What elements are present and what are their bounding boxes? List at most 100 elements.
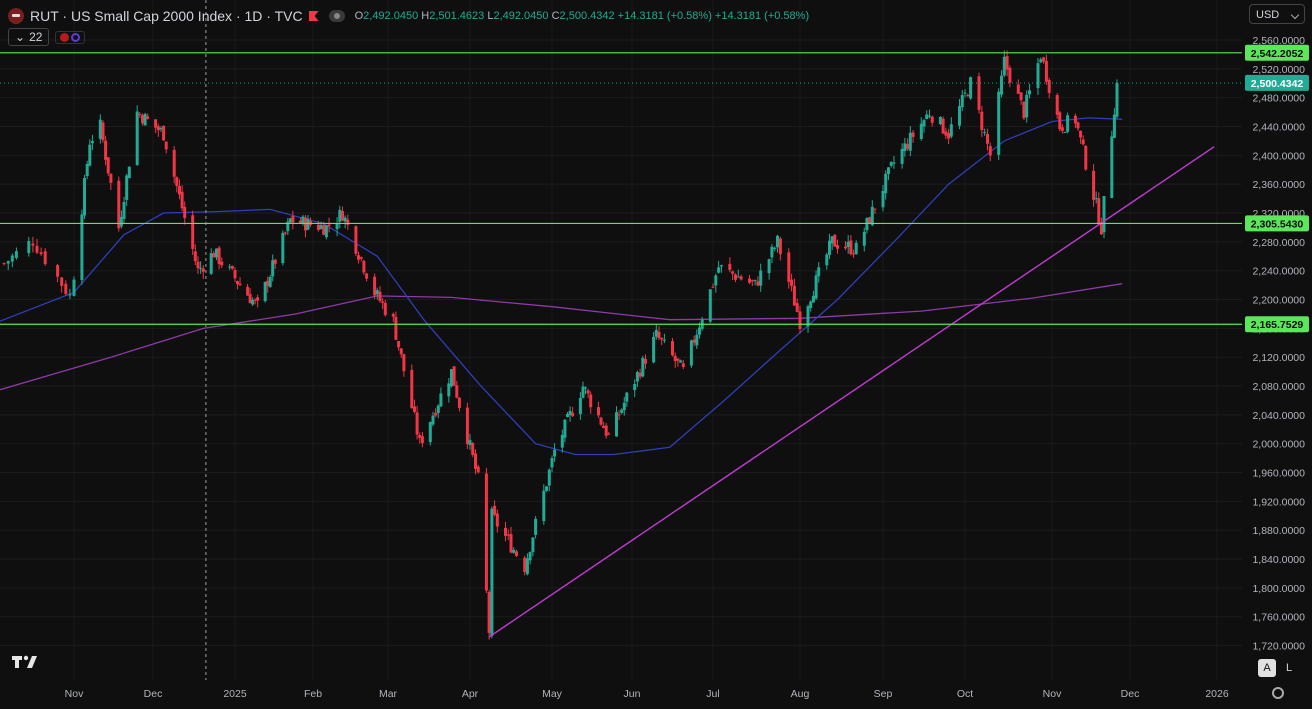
candle-body xyxy=(493,505,497,515)
candle-body xyxy=(719,265,723,267)
candle-body xyxy=(201,268,205,272)
candle-body xyxy=(183,207,187,219)
time-tick-label: 2026 xyxy=(1205,688,1229,700)
candle-body xyxy=(306,218,310,230)
gear-icon[interactable] xyxy=(1272,687,1284,699)
level-price-tag-box[interactable] xyxy=(1245,44,1309,61)
candle-body xyxy=(787,252,791,282)
level-price-tag-box[interactable] xyxy=(1245,316,1309,333)
currency-select[interactable]: USD xyxy=(1249,4,1305,24)
candle-body xyxy=(1042,57,1046,62)
candle-body xyxy=(983,132,987,134)
log-scale-button[interactable]: L xyxy=(1285,662,1293,674)
candle-body xyxy=(652,336,656,363)
candle-body xyxy=(90,141,94,144)
horizontal-levels[interactable] xyxy=(0,52,1242,325)
candle-body xyxy=(271,260,275,277)
candle-body xyxy=(828,240,831,255)
candle-body xyxy=(635,372,639,382)
candle-body xyxy=(654,329,658,337)
candle-body xyxy=(104,140,108,160)
candle-body xyxy=(795,303,799,312)
time-tick-label: Sep xyxy=(874,688,893,700)
candle-body xyxy=(1022,101,1026,119)
candle-body xyxy=(410,369,414,409)
time-tick-label: Oct xyxy=(957,688,973,700)
level-price-tag[interactable]: 2,305.5430 xyxy=(1251,218,1304,230)
symbol-title[interactable]: RUT · US Small Cap 2000 Index · 1D · TVC xyxy=(30,8,303,24)
indicator-circle-icon[interactable] xyxy=(71,32,81,42)
candle-body xyxy=(439,393,443,407)
candle-body xyxy=(903,143,907,152)
candle-body xyxy=(135,111,139,165)
candle-body xyxy=(495,513,499,527)
candle-body xyxy=(1115,82,1119,117)
last-price-tag-box[interactable] xyxy=(1245,74,1309,91)
time-axis[interactable]: Nov Dec 2025 Feb Mar Apr May Jun Jul Aug Sep Oct Nov… xyxy=(0,680,1242,709)
candle-body xyxy=(415,412,419,435)
candle-body xyxy=(849,240,853,254)
candle-body xyxy=(196,261,200,269)
candle-body xyxy=(534,518,538,535)
candle-body xyxy=(1073,115,1077,124)
candle-body xyxy=(1005,56,1009,70)
candle-body xyxy=(452,366,456,386)
candle-body xyxy=(966,95,970,97)
candle-body xyxy=(354,226,358,254)
candle-body xyxy=(958,106,961,126)
time-tick-label: Dec xyxy=(144,688,163,700)
candle-body xyxy=(238,283,242,286)
auto-scale-button[interactable]: A xyxy=(1258,659,1276,677)
candle-body xyxy=(83,178,86,216)
price-tick-label: 2,120.0000 xyxy=(1252,352,1305,364)
candle-body xyxy=(6,261,10,264)
candle-body xyxy=(106,157,110,174)
candle-body xyxy=(80,214,84,280)
level-price-tag[interactable]: 2,165.7529 xyxy=(1251,319,1304,331)
candle-body xyxy=(230,266,234,269)
candle-body xyxy=(397,341,401,348)
candle-body xyxy=(767,259,771,274)
candle-body xyxy=(159,128,163,130)
candle-body xyxy=(273,259,277,264)
candle-body xyxy=(236,281,239,284)
candle-body xyxy=(256,297,260,301)
level-price-tag-box[interactable] xyxy=(1245,215,1309,232)
candle-body xyxy=(986,133,989,144)
candle-body xyxy=(1066,115,1070,132)
candle-body xyxy=(1097,198,1101,225)
candle-body xyxy=(180,191,184,209)
candle-body xyxy=(846,241,850,247)
alert-indicator-icon[interactable] xyxy=(60,32,70,42)
support-trendline[interactable] xyxy=(488,146,1215,638)
candle-body xyxy=(381,301,385,303)
eye-icon[interactable] xyxy=(328,10,345,22)
price-tick-label: 2,080.0000 xyxy=(1252,381,1305,393)
candle-body xyxy=(10,255,14,262)
candle-body xyxy=(739,276,743,280)
last-price-tag[interactable]: 2,500.4342 xyxy=(1251,78,1304,90)
candle-body xyxy=(428,422,432,443)
candle-body xyxy=(138,114,142,116)
candle-body xyxy=(1092,170,1096,200)
price-axis[interactable]: 2,560.0000 2,520.0000 2,480.0000 2,440.0000… xyxy=(1242,0,1312,709)
time-tick-label: Jun xyxy=(624,688,641,700)
time-axis-background xyxy=(0,680,1242,709)
candle-body xyxy=(938,117,942,125)
tradingview-logo-icon[interactable] xyxy=(12,654,40,670)
flag-icon[interactable] xyxy=(308,11,319,21)
chevron-down-icon: ⌄ xyxy=(15,30,26,44)
trendline-layer[interactable] xyxy=(488,146,1215,638)
candle-body xyxy=(246,286,250,296)
candle-body xyxy=(43,251,47,265)
indicators-collapse-button[interactable]: ⌄ 22 xyxy=(8,28,50,46)
indicator-icons[interactable] xyxy=(55,30,86,44)
candle-body xyxy=(814,275,818,299)
price-tick-label: 2,520.0000 xyxy=(1252,64,1305,76)
level-price-tag[interactable]: 2,542.2052 xyxy=(1251,48,1304,60)
price-tick-label: 2,280.0000 xyxy=(1252,237,1305,249)
price-tick-label: 2,040.0000 xyxy=(1252,410,1305,422)
candle-body xyxy=(220,261,224,266)
candlestick-series xyxy=(2,50,1119,640)
